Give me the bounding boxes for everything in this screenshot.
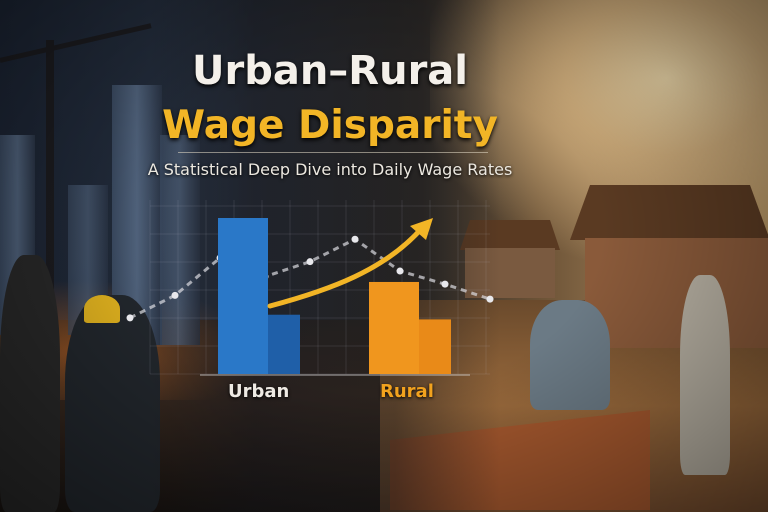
- trend-point: [396, 267, 404, 275]
- house-roof: [570, 185, 768, 240]
- bar-urban-primary: [218, 218, 268, 374]
- trend-point: [351, 235, 359, 243]
- trend-arrow: [267, 225, 425, 309]
- rural-worker: [530, 300, 610, 410]
- trend-point: [486, 295, 494, 303]
- trend-point: [171, 291, 179, 299]
- x-label-rural: Rural: [380, 381, 434, 402]
- bar-rural-primary: [369, 281, 419, 374]
- trend-point: [441, 280, 449, 288]
- bar-rural-secondary: [419, 319, 451, 374]
- trend-point: [126, 314, 134, 322]
- trend-line: [129, 237, 491, 320]
- arrow-head-icon: [410, 218, 433, 240]
- trend-point: [306, 258, 314, 266]
- crane-mast: [46, 40, 54, 330]
- rural-house: [585, 238, 768, 348]
- rural-worker: [680, 275, 730, 475]
- city-worker: [0, 255, 60, 512]
- bar-urban-secondary: [268, 314, 300, 374]
- hard-hat-icon: [84, 295, 120, 323]
- x-label-urban: Urban: [228, 381, 290, 402]
- title-line-2: Wage Disparity: [162, 103, 498, 148]
- city-worker: [65, 295, 160, 512]
- center-shade: [150, 0, 500, 512]
- title-divider: [178, 152, 488, 153]
- title-line-1: Urban–Rural: [191, 48, 468, 94]
- subtitle: A Statistical Deep Dive into Daily Wage …: [147, 160, 513, 179]
